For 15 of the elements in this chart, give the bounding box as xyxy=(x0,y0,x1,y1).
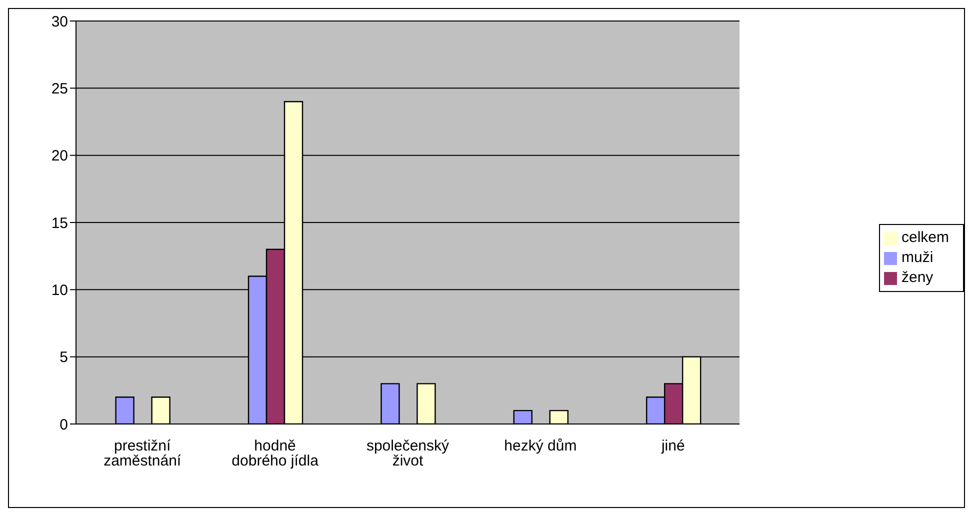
legend-label: celkem xyxy=(901,229,949,246)
y-tick-label: 20 xyxy=(51,148,68,165)
x-tick-label: hezký dům xyxy=(504,438,577,455)
x-tick-label: prestižní zaměstnání xyxy=(104,438,182,470)
y-tick-label: 30 xyxy=(51,13,68,30)
y-tick-label: 10 xyxy=(51,282,68,299)
y-tick-label: 0 xyxy=(60,416,68,434)
x-tick-label: jiné xyxy=(660,438,685,455)
legend-label: muži xyxy=(901,249,934,266)
x-tick-label: společenský život xyxy=(366,438,450,470)
x-tick-label: hodně dobrého jídla xyxy=(232,438,320,470)
legend-label: ženy xyxy=(901,269,934,286)
y-tick-label: 15 xyxy=(51,214,68,232)
y-tick-label: 25 xyxy=(51,80,68,98)
y-tick-label: 5 xyxy=(60,349,68,366)
